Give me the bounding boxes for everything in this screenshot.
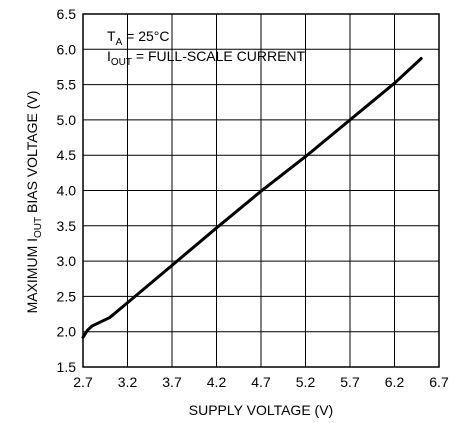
x-tick-label: 2.7 [73,374,93,390]
grid [82,13,440,368]
x-tick-label: 4.7 [251,374,271,390]
y-tick-label: 6.5 [57,6,77,22]
series-line [81,56,423,339]
y-tick-label: 1.5 [57,359,77,375]
y-tick-label: 4.0 [57,183,77,199]
y-tick-label: 5.5 [57,77,77,93]
x-tick-label: 6.7 [429,374,449,390]
y-axis-label: MAXIMUM IOUT BIAS VOLTAGE (V) [24,91,44,314]
x-tick-label: 4.2 [207,374,227,390]
x-tick-label: 3.7 [162,374,182,390]
x-tick-label: 3.2 [118,374,138,390]
y-tick-label: 2.0 [57,324,77,340]
current-annotation: IOUT = FULL-SCALE CURRENT [107,48,306,68]
plot-frame [82,13,440,368]
x-axis-label: SUPPLY VOLTAGE (V) [189,402,333,418]
y-tick-label: 2.5 [57,288,77,304]
y-tick-label: 5.0 [57,112,77,128]
y-tick-label: 3.5 [57,218,77,234]
series-group [81,56,423,339]
y-tick-label: 4.5 [57,147,77,163]
x-tick-labels: 2.7 3.2 3.7 4.2 4.7 5.2 5.7 6.2 6.7 [73,374,449,390]
x-tick-label: 5.2 [296,374,316,390]
y-tick-label: 6.0 [57,41,77,57]
x-tick-label: 6.2 [385,374,405,390]
y-tick-labels: 1.5 2.0 2.5 3.0 3.5 4.0 4.5 5.0 5.5 6.0 6.5 [57,6,77,375]
temperature-annotation: TA = 25°C [107,28,169,48]
x-tick-label: 5.7 [340,374,360,390]
y-tick-label: 3.0 [57,253,77,269]
